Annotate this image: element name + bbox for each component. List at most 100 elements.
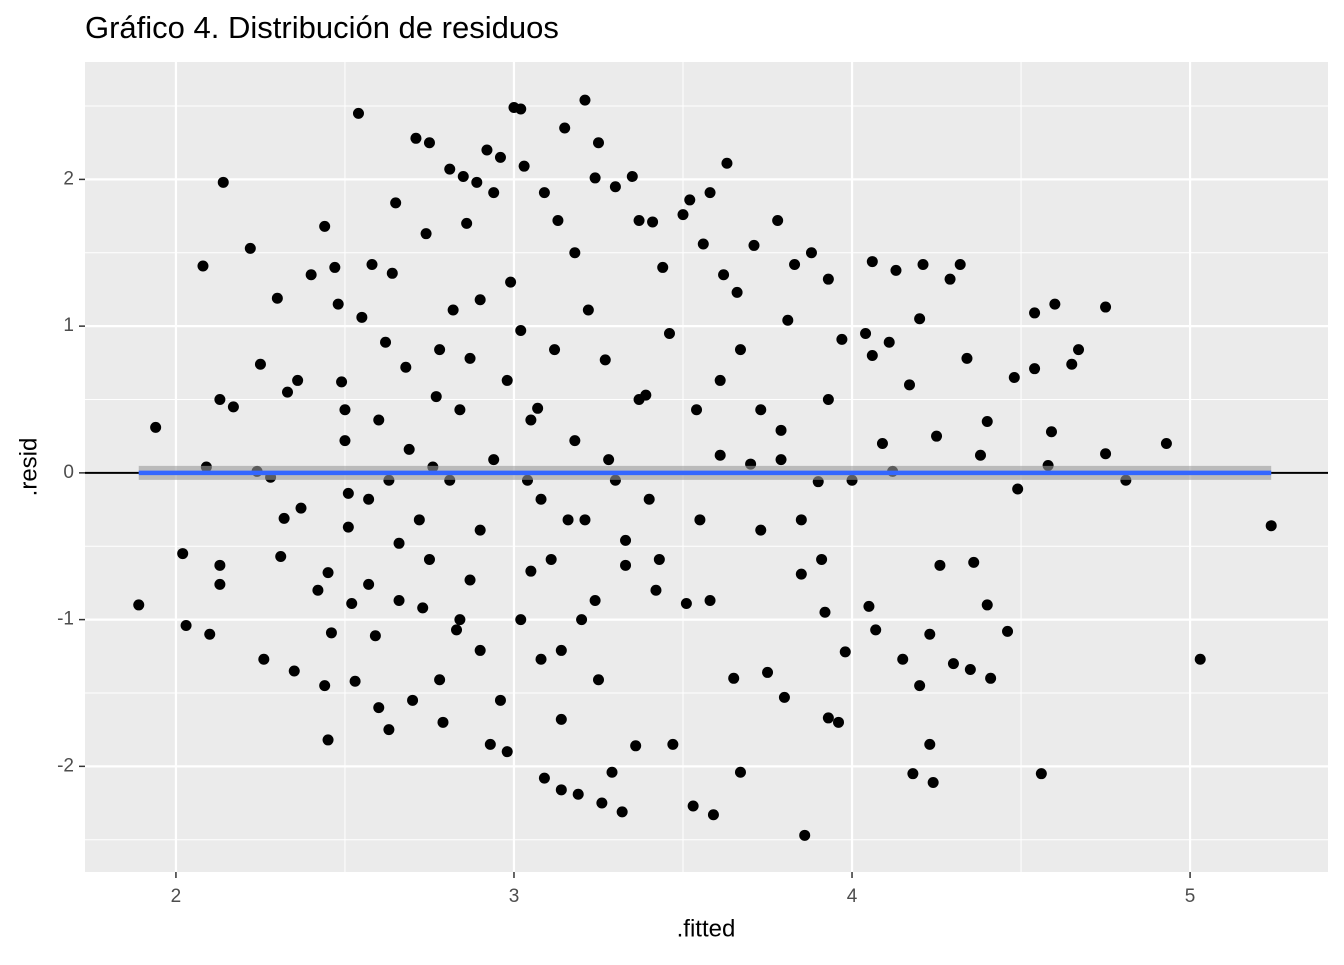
point	[609, 181, 621, 193]
point	[332, 298, 344, 310]
point	[572, 788, 584, 800]
point	[204, 628, 216, 640]
point	[474, 524, 486, 536]
point	[352, 107, 364, 119]
point	[295, 502, 307, 514]
point	[366, 259, 378, 270]
point	[390, 197, 402, 209]
point	[592, 674, 604, 686]
point	[434, 344, 446, 356]
point	[704, 595, 716, 607]
point	[1100, 301, 1112, 313]
point	[525, 565, 537, 577]
point	[606, 766, 618, 778]
point	[342, 487, 354, 499]
point	[596, 797, 608, 809]
point	[214, 559, 226, 571]
point	[346, 597, 358, 609]
point	[288, 665, 300, 677]
point	[657, 261, 669, 273]
point	[890, 264, 902, 276]
point	[515, 614, 527, 626]
point	[413, 514, 425, 526]
point	[532, 402, 544, 414]
point	[589, 172, 601, 184]
point	[494, 694, 506, 706]
point	[633, 394, 645, 405]
point	[451, 624, 463, 636]
point	[687, 800, 699, 812]
point	[305, 269, 317, 281]
point	[501, 374, 513, 386]
x-tick-label: 3	[509, 886, 520, 907]
point	[866, 256, 878, 268]
point	[336, 376, 348, 388]
point	[325, 627, 337, 639]
point	[924, 738, 936, 750]
point	[876, 438, 888, 450]
y-tick-label: -1	[57, 609, 74, 630]
point	[484, 738, 496, 750]
point	[312, 584, 324, 596]
point	[799, 829, 811, 841]
point	[457, 170, 469, 182]
point	[373, 702, 385, 714]
point	[755, 404, 767, 416]
point	[518, 160, 530, 172]
point	[281, 386, 293, 398]
point	[714, 449, 726, 461]
point	[1029, 307, 1041, 319]
point	[819, 606, 831, 618]
point	[663, 327, 675, 339]
point	[535, 493, 547, 505]
point	[1073, 344, 1085, 356]
point	[579, 94, 591, 106]
point	[369, 630, 381, 642]
point	[822, 394, 834, 405]
point	[691, 404, 703, 416]
point	[373, 414, 385, 426]
point	[870, 624, 882, 636]
point	[217, 176, 229, 188]
point	[944, 273, 956, 285]
point	[538, 187, 550, 199]
point	[488, 187, 500, 199]
point	[214, 578, 226, 590]
point	[488, 454, 500, 466]
point	[214, 394, 226, 405]
point	[707, 809, 719, 821]
point	[579, 514, 591, 526]
point	[271, 292, 283, 304]
point	[694, 514, 706, 526]
point	[150, 421, 162, 433]
point	[505, 276, 517, 288]
point	[403, 443, 415, 455]
point	[822, 273, 834, 285]
point	[914, 680, 926, 692]
y-tick-label: -2	[57, 755, 74, 776]
point	[603, 454, 615, 466]
point	[410, 132, 422, 144]
point	[677, 209, 689, 221]
point	[704, 187, 716, 199]
point	[961, 352, 973, 364]
point	[569, 435, 581, 447]
point	[626, 170, 638, 182]
point	[789, 259, 801, 270]
point	[620, 534, 632, 546]
point	[525, 414, 537, 426]
point	[718, 269, 730, 281]
point	[177, 548, 189, 560]
point	[833, 716, 845, 728]
point	[569, 247, 581, 259]
point	[380, 336, 392, 348]
point	[474, 644, 486, 656]
point	[981, 599, 993, 611]
point	[461, 217, 473, 229]
x-tick-label: 5	[1185, 886, 1196, 907]
point	[860, 327, 872, 339]
point	[1029, 363, 1041, 375]
point	[981, 416, 993, 428]
point	[393, 595, 405, 607]
point	[292, 374, 304, 386]
